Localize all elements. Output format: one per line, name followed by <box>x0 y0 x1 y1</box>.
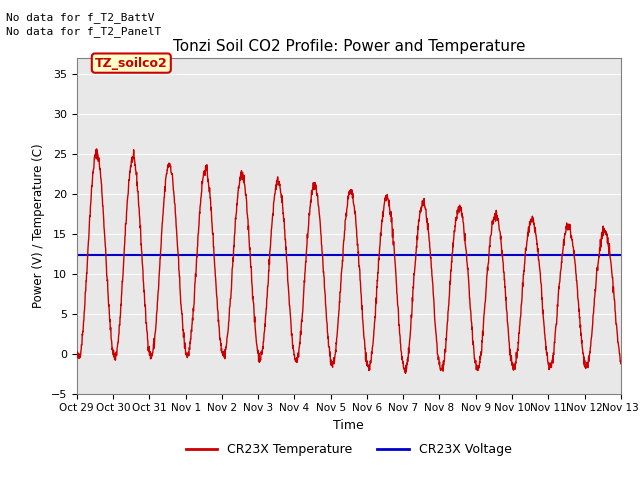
X-axis label: Time: Time <box>333 419 364 432</box>
Title: Tonzi Soil CO2 Profile: Power and Temperature: Tonzi Soil CO2 Profile: Power and Temper… <box>173 39 525 54</box>
Text: No data for f_T2_BattV: No data for f_T2_BattV <box>6 12 155 23</box>
Y-axis label: Power (V) / Temperature (C): Power (V) / Temperature (C) <box>32 144 45 308</box>
Text: No data for f_T2_PanelT: No data for f_T2_PanelT <box>6 26 162 37</box>
Legend: CR23X Temperature, CR23X Voltage: CR23X Temperature, CR23X Voltage <box>181 438 516 461</box>
Text: TZ_soilco2: TZ_soilco2 <box>95 57 168 70</box>
